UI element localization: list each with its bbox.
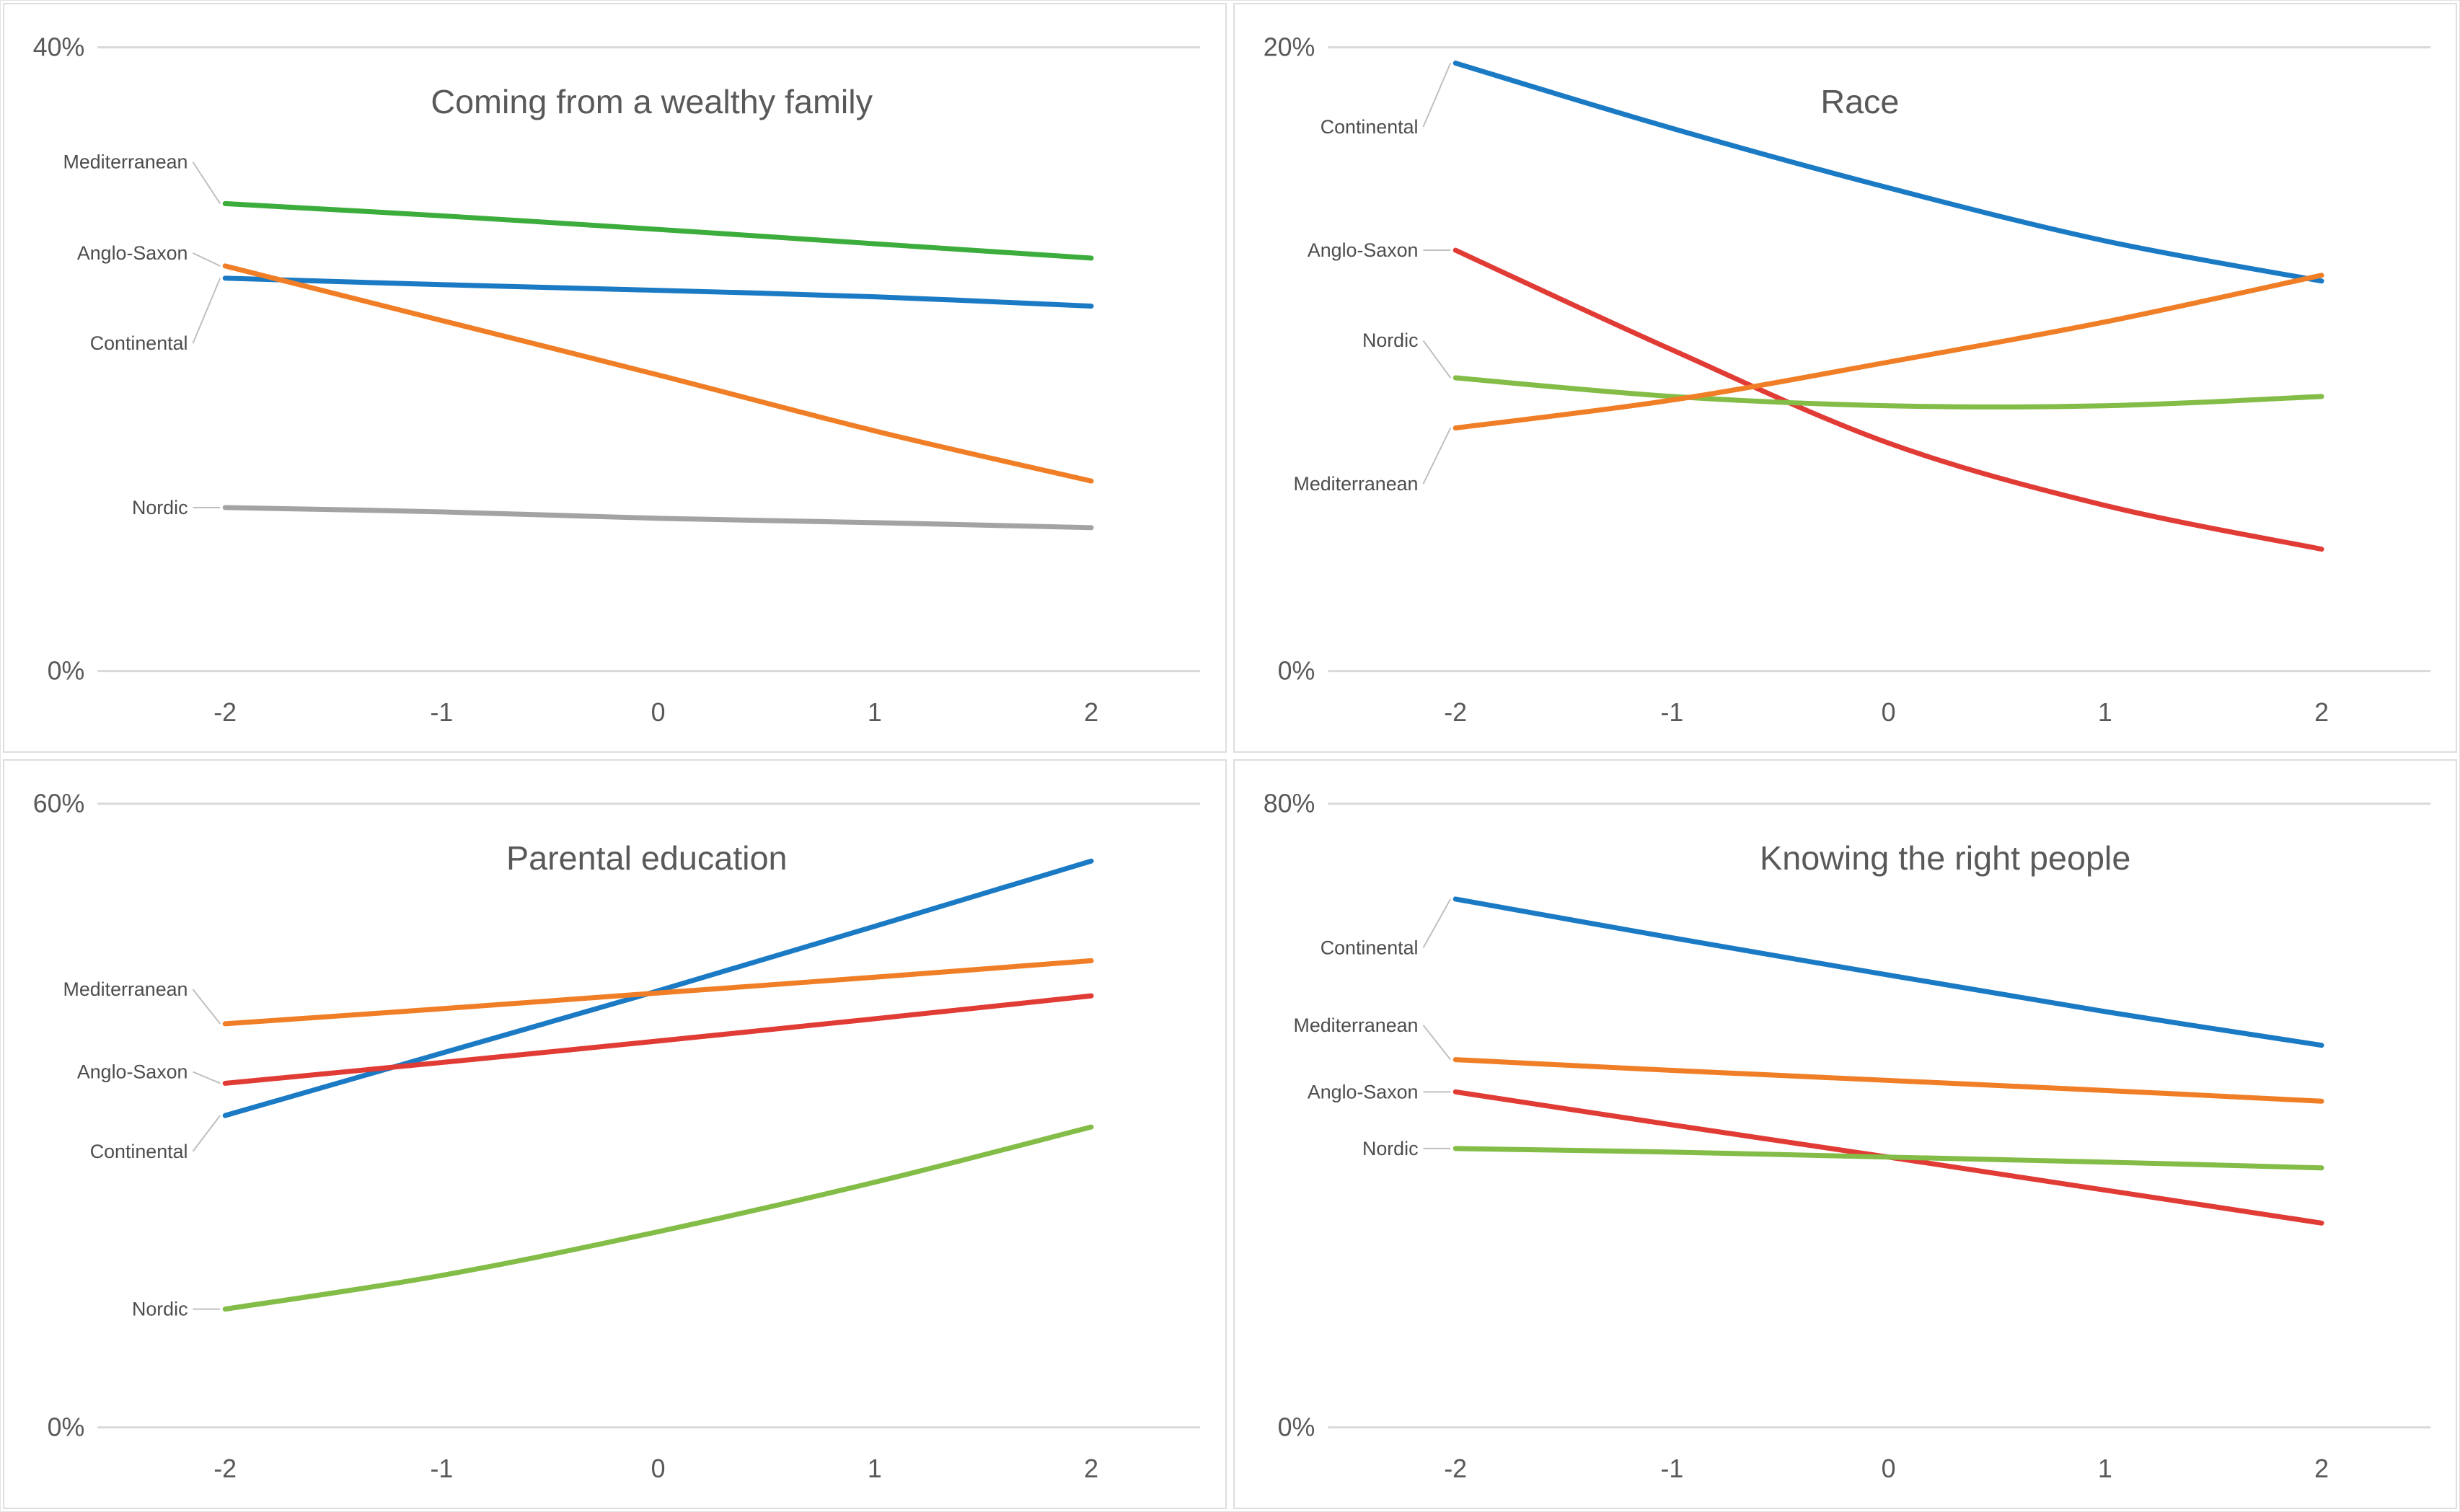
leader-line-continental [1422, 898, 1452, 948]
chart-canvas: 80% 0% -2 -1 0 1 2 Knowing the right people Cont… [1264, 790, 2431, 1483]
leader-line-anglo-saxon [193, 1071, 221, 1084]
x-tick-label: -2 [1444, 1454, 1467, 1483]
leader-line-continental [192, 278, 221, 344]
y-axis-max-label: 80% [1264, 790, 1315, 818]
leader-line-continental [1422, 63, 1452, 128]
leader-line-nordic [1422, 340, 1452, 379]
series-label-nordic: Nordic [1362, 1138, 1419, 1159]
y-axis-max-label: 40% [33, 33, 85, 62]
series-line-continental [1452, 61, 2324, 284]
chart-panel-wealthy-family: 40% 0% -2 -1 0 1 2 Coming from a wealthy family… [3, 3, 1227, 753]
x-tick-label: -2 [213, 698, 237, 727]
series-label-anglo-saxon: Anglo-Saxon [1308, 239, 1419, 261]
series-line-anglo-saxon [222, 263, 1094, 484]
series-label-continental: Continental [1321, 937, 1419, 958]
leader-line-mediterranean [1422, 1025, 1452, 1061]
series-line-mediterranean [1452, 273, 2324, 431]
y-axis-zero-label: 0% [1278, 1413, 1315, 1442]
series-label-anglo-saxon: Anglo-Saxon [77, 242, 188, 264]
chart-panel-race: 20% 0% -2 -1 0 1 2 Race Continental Anglo-Saxon No… [1233, 3, 2457, 753]
x-tick-label: -1 [431, 1454, 454, 1483]
series-label-continental: Continental [90, 1141, 188, 1162]
x-tick-label: 2 [1084, 698, 1098, 727]
x-tick-label: -2 [1444, 698, 1467, 727]
x-tick-label: -1 [431, 698, 454, 727]
series-label-continental: Continental [1321, 116, 1419, 138]
x-tick-label: 1 [868, 1454, 882, 1483]
leader-line-mediterranean [192, 162, 221, 204]
series-line-continental [222, 858, 1094, 1118]
chart-canvas: 40% 0% -2 -1 0 1 2 Coming from a wealthy family… [33, 33, 1201, 727]
y-axis-zero-label: 0% [1278, 657, 1315, 686]
series-label-nordic: Nordic [132, 497, 188, 518]
series-label-nordic: Nordic [132, 1299, 188, 1320]
x-tick-label: 2 [2314, 698, 2329, 727]
series-label-mediterranean: Mediterranean [1294, 473, 1419, 495]
y-axis-zero-label: 0% [48, 1413, 85, 1442]
leader-line-mediterranean [1422, 428, 1452, 485]
series-line-nordic [222, 505, 1094, 531]
series-line-anglo-saxon [1452, 247, 2324, 552]
x-tick-label: 1 [2098, 1454, 2112, 1483]
x-tick-label: -2 [213, 1454, 237, 1483]
chart-canvas: 60% 0% -2 -1 0 1 2 Parental education Continenta… [33, 790, 1201, 1483]
series-line-mediterranean [222, 200, 1094, 261]
chart-panel-parental-education: 60% 0% -2 -1 0 1 2 Parental education Continenta… [3, 759, 1227, 1509]
series-label-anglo-saxon: Anglo-Saxon [77, 1061, 188, 1082]
x-tick-label: 0 [1882, 1454, 1896, 1483]
chart-title: Knowing the right people [1760, 839, 2130, 877]
x-tick-label: -1 [1661, 698, 1684, 727]
x-tick-label: 0 [1882, 698, 1896, 727]
series-label-continental: Continental [90, 332, 188, 354]
x-tick-label: 0 [651, 698, 666, 727]
leader-line-anglo-saxon [193, 252, 221, 267]
chart-panel-knowing-right-people: 80% 0% -2 -1 0 1 2 Knowing the right people Cont… [1233, 759, 2457, 1509]
series-line-anglo-saxon [222, 993, 1094, 1086]
x-tick-label: 0 [651, 1454, 666, 1483]
series-line-nordic [1452, 1146, 2324, 1171]
series-line-mediterranean [1452, 1057, 2324, 1104]
series-label-anglo-saxon: Anglo-Saxon [1308, 1081, 1419, 1102]
series-line-continental [1452, 896, 2324, 1048]
y-axis-max-label: 20% [1264, 33, 1315, 62]
chart-title: Coming from a wealthy family [431, 83, 873, 120]
series-label-mediterranean: Mediterranean [63, 151, 188, 173]
x-tick-label: 2 [1084, 1454, 1098, 1483]
series-line-mediterranean [222, 958, 1094, 1027]
series-line-continental [222, 275, 1094, 309]
x-tick-label: 1 [868, 698, 882, 727]
series-label-mediterranean: Mediterranean [63, 978, 188, 1000]
y-axis-zero-label: 0% [48, 657, 85, 686]
x-tick-label: 2 [2314, 1454, 2329, 1483]
series-line-nordic [222, 1124, 1094, 1312]
leader-line-mediterranean [192, 989, 221, 1025]
chart-title: Parental education [506, 839, 788, 877]
leader-line-continental [192, 1115, 221, 1152]
x-tick-label: -1 [1661, 1454, 1684, 1483]
y-axis-max-label: 60% [33, 790, 85, 818]
chart-canvas: 20% 0% -2 -1 0 1 2 Race Continental Anglo-Saxon No… [1264, 33, 2431, 727]
series-label-mediterranean: Mediterranean [1294, 1014, 1419, 1036]
x-tick-label: 1 [2098, 698, 2112, 727]
series-line-nordic [1452, 375, 2324, 410]
series-label-nordic: Nordic [1362, 330, 1419, 351]
chart-title: Race [1820, 83, 1899, 120]
